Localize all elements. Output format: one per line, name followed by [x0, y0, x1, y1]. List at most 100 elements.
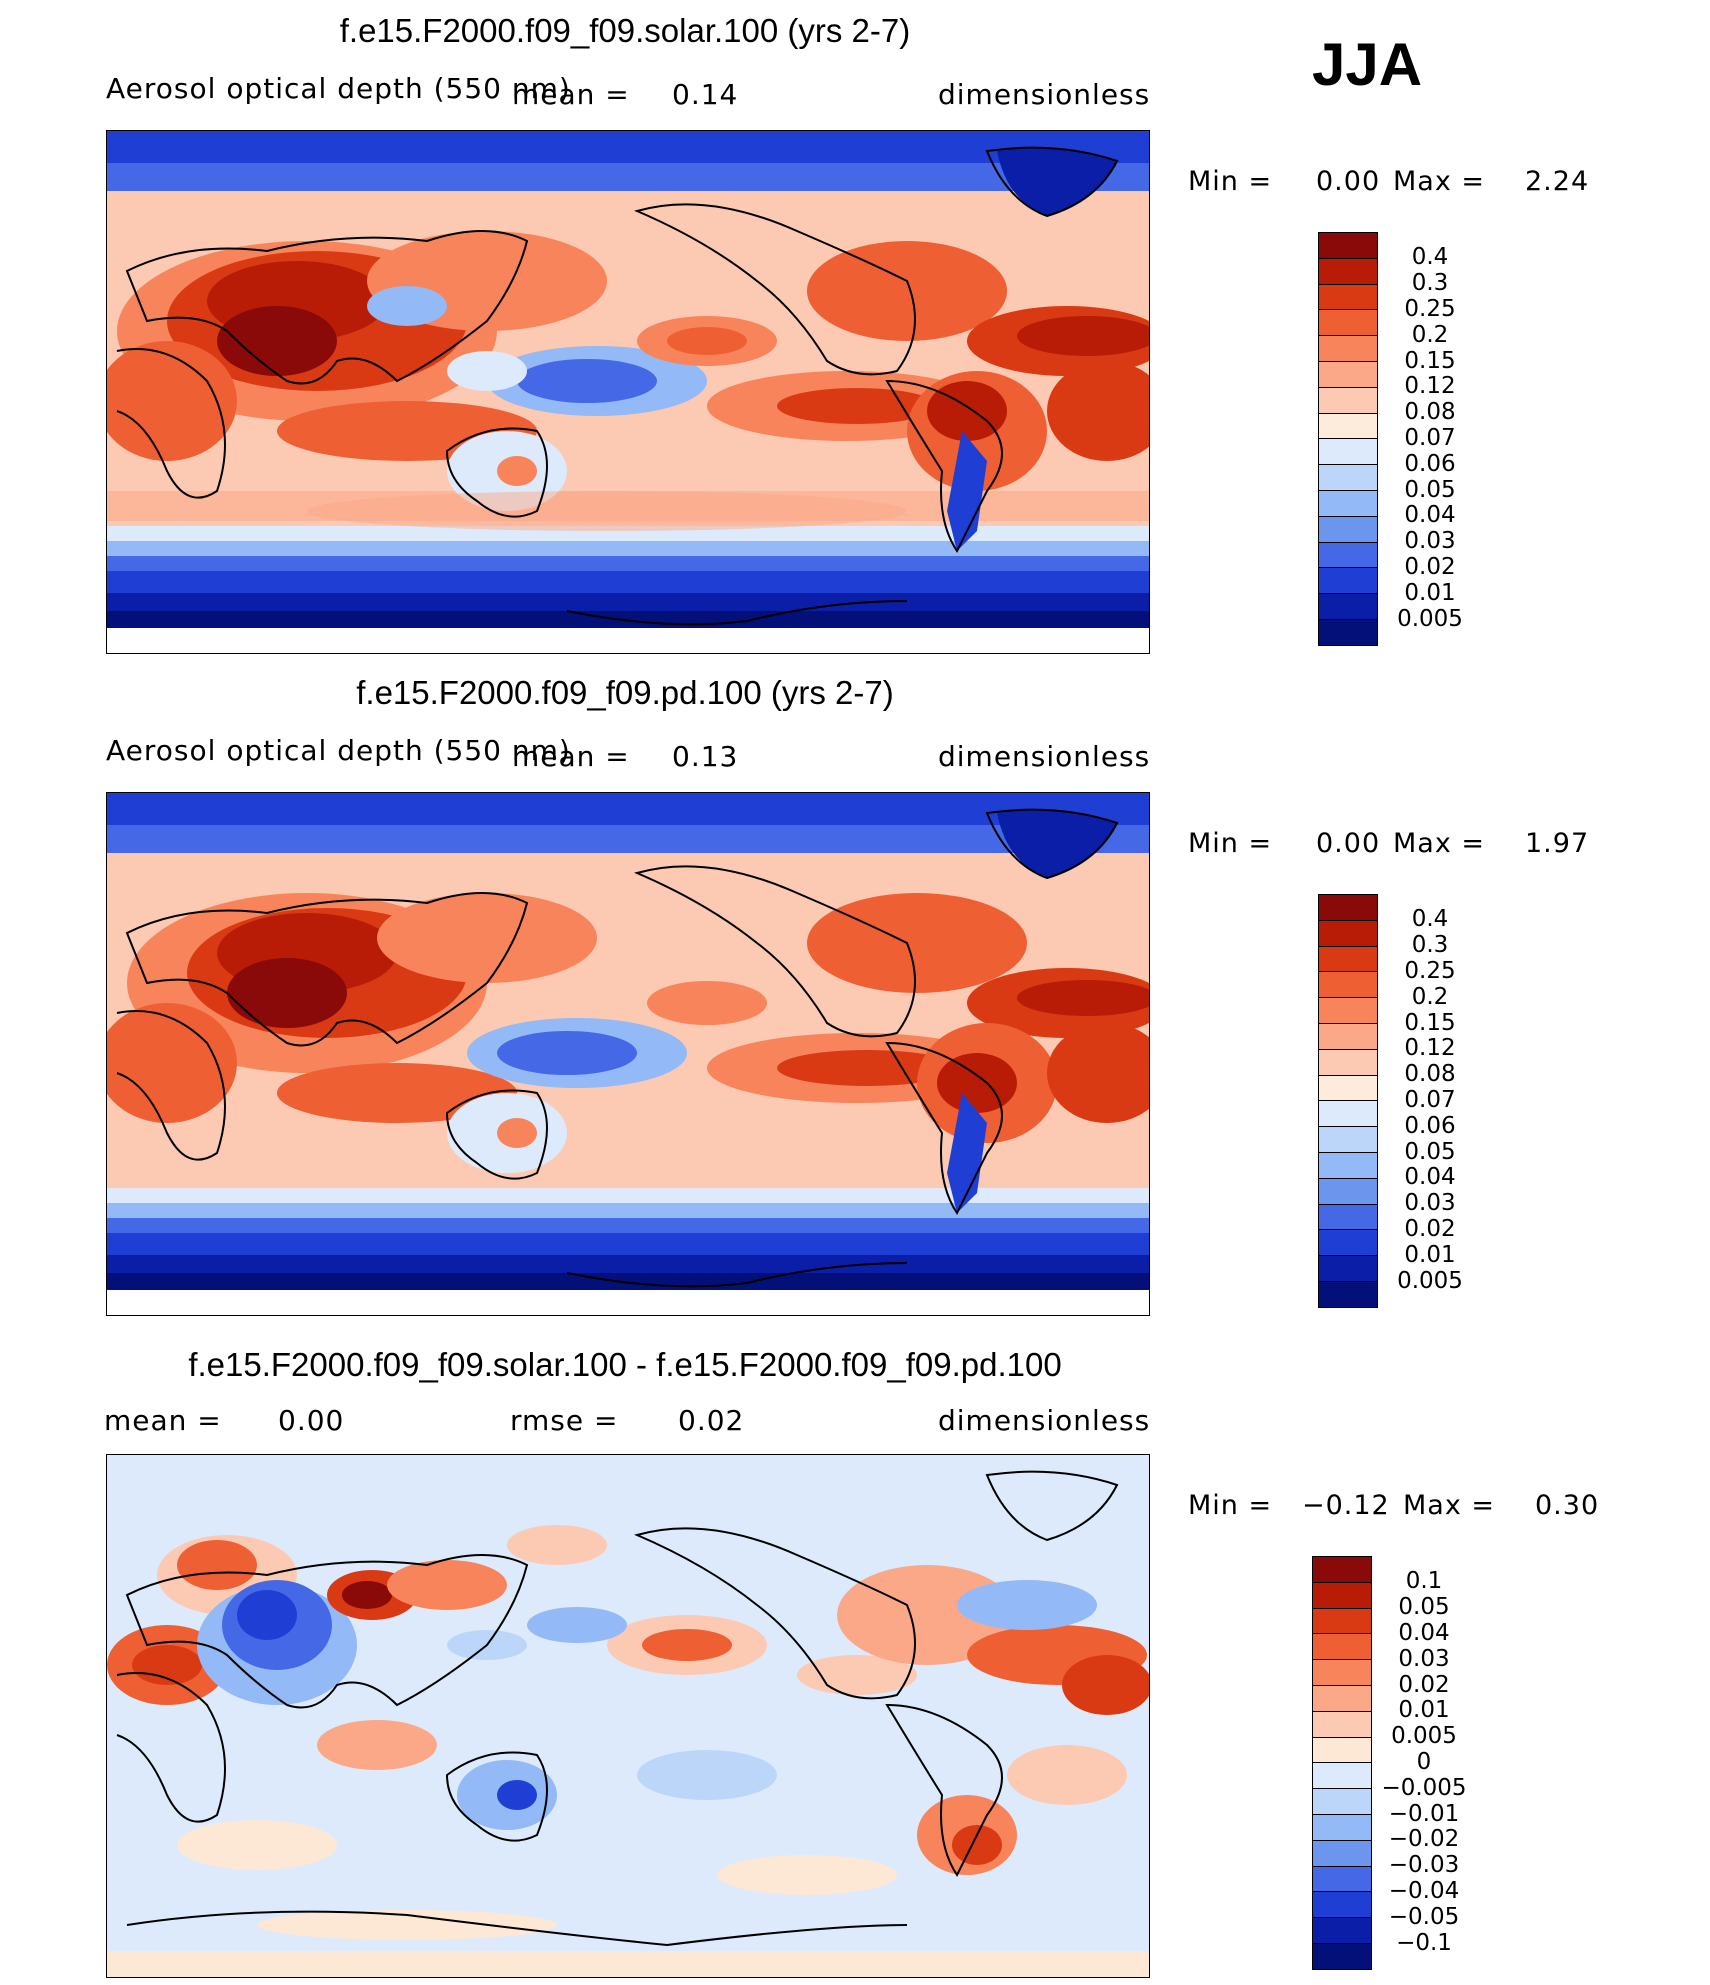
colorbar-level-label: 0.3: [1411, 932, 1449, 959]
colorbar-swatch: [1318, 971, 1378, 999]
panel3-max-value: 0.30: [1535, 1490, 1600, 1521]
colorbar-swatch: [1318, 1229, 1378, 1257]
colorbar-swatch: [1318, 412, 1378, 440]
colorbar-level-label: −0.02: [1388, 1826, 1460, 1853]
panel3-mean-label: mean =: [104, 1404, 222, 1437]
colorbar-swatch: [1312, 1581, 1372, 1609]
colorbar-swatch: [1318, 490, 1378, 517]
colorbar-level-label: 0.02: [1404, 553, 1456, 580]
colorbar-swatch: [1318, 464, 1378, 491]
colorbar-swatch: [1318, 515, 1378, 543]
colorbar-swatch: [1312, 1891, 1372, 1919]
colorbar-swatch: [1318, 894, 1378, 921]
panel1-title: f.e15.F2000.f09_f09.solar.100 (yrs 2-7): [339, 12, 911, 49]
colorbar-swatch: [1318, 919, 1378, 947]
colorbar-level-label: 0.12: [1404, 1035, 1456, 1062]
colorbar-swatch: [1312, 1865, 1372, 1893]
panel2-max-label: Max =: [1393, 828, 1486, 859]
colorbar-level-label: 0.1: [1405, 1568, 1443, 1595]
colorbar-level-label: −0.005: [1381, 1774, 1467, 1801]
colorbar-swatch: [1318, 335, 1378, 362]
colorbar-level-label: 0.01: [1404, 579, 1456, 606]
panel2-mean-value: 0.13: [672, 740, 739, 773]
colorbar-level-label: −0.01: [1388, 1800, 1460, 1827]
colorbar-swatch: [1318, 567, 1378, 595]
panel3-map: [106, 1454, 1150, 1978]
colorbar-level-label: 0.08: [1404, 1061, 1456, 1088]
colorbar-swatch: [1318, 1100, 1378, 1128]
panel3-difference-field: [107, 1455, 1149, 1977]
colorbar-level-label: 0.25: [1404, 295, 1456, 322]
panel3-min-label: Min =: [1188, 1490, 1273, 1521]
colorbar-swatch: [1318, 1152, 1378, 1179]
colorbar-swatch: [1312, 1736, 1372, 1764]
colorbar-swatch: [1312, 1814, 1372, 1841]
colorbar-swatch: [1312, 1685, 1372, 1712]
colorbar-swatch: [1318, 1048, 1378, 1076]
panel1-variable-label: Aerosol optical depth (550 nm): [106, 72, 571, 105]
colorbar-level-label: 0.25: [1404, 957, 1456, 984]
panel3-rmse-label: rmse =: [510, 1404, 619, 1437]
panel2-units: dimensionless: [938, 740, 1151, 773]
colorbar-swatch: [1312, 1633, 1372, 1661]
colorbar-swatch: [1318, 1177, 1378, 1205]
panel1-min-label: Min =: [1188, 166, 1273, 197]
colorbar-swatch: [1318, 232, 1378, 259]
colorbar-swatch: [1318, 386, 1378, 414]
colorbar-level-label: 0.08: [1404, 399, 1456, 426]
colorbar-level-label: 0.01: [1404, 1241, 1456, 1268]
colorbar-level-label: 0.15: [1404, 1009, 1456, 1036]
colorbar-level-label: −0.03: [1388, 1852, 1460, 1879]
panel3-min-value: −0.12: [1302, 1490, 1390, 1521]
colorbar-level-label: 0.01: [1398, 1697, 1450, 1724]
panel1-map: [106, 130, 1150, 654]
colorbar-swatch: [1318, 1255, 1378, 1282]
colorbar-level-label: 0.005: [1397, 605, 1463, 632]
panel2-title: f.e15.F2000.f09_f09.pd.100 (yrs 2-7): [356, 674, 894, 711]
colorbar-level-label: 0.4: [1411, 244, 1449, 271]
colorbar-level-label: 0.3: [1411, 270, 1449, 297]
colorbar-swatch: [1318, 1281, 1378, 1308]
colorbar-swatch: [1318, 1203, 1378, 1231]
colorbar-swatch: [1318, 361, 1378, 388]
colorbar-swatch: [1312, 1607, 1372, 1635]
panel1-mean-label: mean =: [512, 78, 630, 111]
colorbar-level-label: 0.04: [1398, 1619, 1450, 1646]
panel1-mean-value: 0.14: [672, 78, 739, 111]
colorbar-level-label: −0.1: [1396, 1929, 1452, 1956]
panel1-max-value: 2.24: [1525, 166, 1590, 197]
colorbar-swatch: [1318, 1074, 1378, 1102]
colorbar-swatch: [1312, 1788, 1372, 1815]
colorbar-level-label: 0.07: [1404, 1086, 1456, 1113]
colorbar-swatch: [1318, 997, 1378, 1024]
colorbar-swatch: [1318, 1126, 1378, 1153]
colorbar-level-label: 0.005: [1391, 1723, 1457, 1750]
colorbar-level-label: −0.05: [1388, 1903, 1460, 1930]
colorbar-swatch: [1318, 283, 1378, 311]
colorbar-level-label: 0.05: [1404, 1138, 1456, 1165]
panel2-mean-label: mean =: [512, 740, 630, 773]
panel2-map: [106, 792, 1150, 1316]
colorbar-level-label: 0.07: [1404, 424, 1456, 451]
panel2-min-label: Min =: [1188, 828, 1273, 859]
colorbar-swatch: [1312, 1917, 1372, 1944]
colorbar-swatch: [1312, 1943, 1372, 1970]
panel1-units: dimensionless: [938, 78, 1151, 111]
colorbar-swatch: [1312, 1556, 1372, 1583]
colorbar-level-label: 0.2: [1411, 983, 1449, 1010]
panel2-aod-field: [107, 793, 1149, 1315]
colorbar-swatch: [1318, 257, 1378, 285]
colorbar-level-label: 0.2: [1411, 321, 1449, 348]
panel2-variable-label: Aerosol optical depth (550 nm): [106, 734, 571, 767]
panel3-max-label: Max =: [1403, 1490, 1496, 1521]
colorbar-level-label: 0.06: [1404, 450, 1456, 477]
panel1-min-value: 0.00: [1316, 166, 1381, 197]
colorbar-level-label: 0.05: [1404, 476, 1456, 503]
panel1-aod-field: [107, 131, 1149, 653]
colorbar-level-label: 0.15: [1404, 347, 1456, 374]
panel2-min-value: 0.00: [1316, 828, 1381, 859]
colorbar-level-label: 0.4: [1411, 906, 1449, 933]
panel3-mean-value: 0.00: [278, 1404, 345, 1437]
season-label: JJA: [1312, 31, 1423, 98]
colorbar-swatch: [1318, 1023, 1378, 1050]
